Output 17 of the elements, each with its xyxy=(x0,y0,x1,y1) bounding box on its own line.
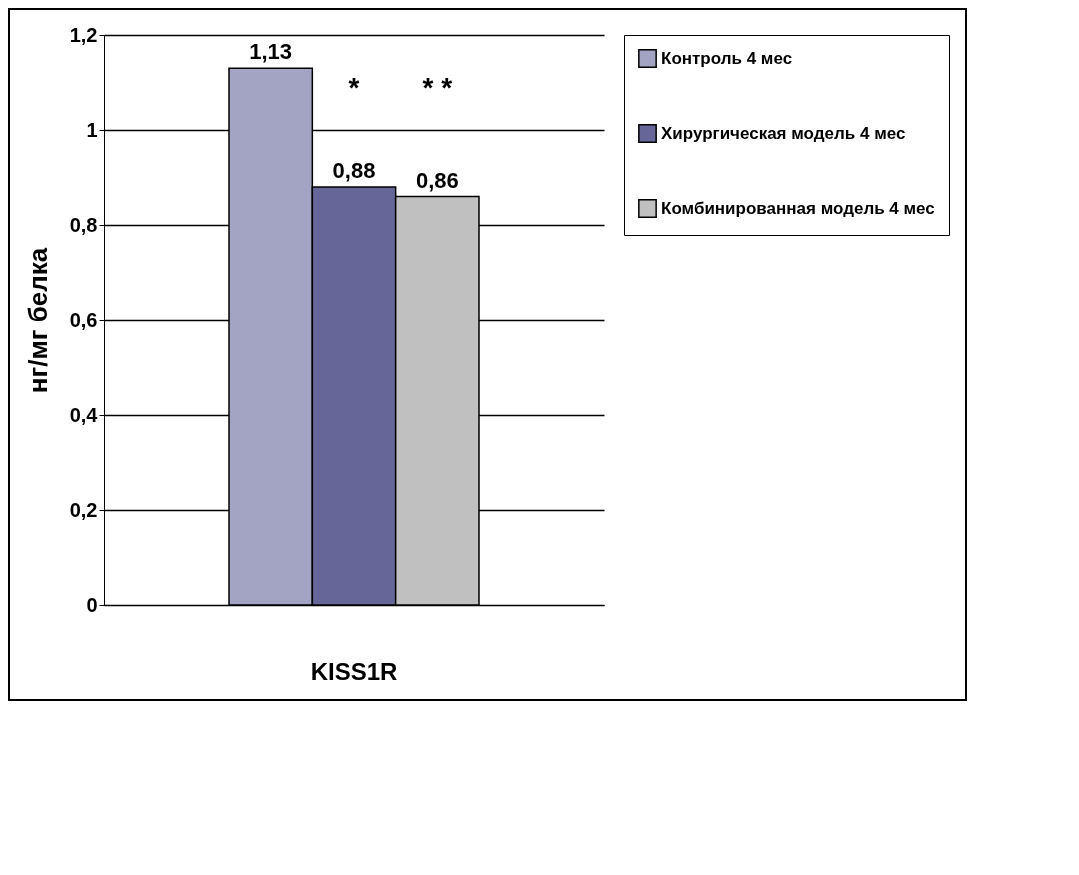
y-tick-label: 1,2 xyxy=(69,23,98,46)
x-tick-label: KISS1R xyxy=(310,657,398,685)
y-tick-label: 0,2 xyxy=(69,498,98,521)
data-label: 0,88 xyxy=(332,158,376,183)
y-tick-label: 0,4 xyxy=(69,403,99,426)
annotation: * * xyxy=(422,72,453,103)
legend-label: Хирургическая модель 4 мес xyxy=(661,123,906,143)
y-tick-label: 1 xyxy=(86,118,98,141)
data-label: 0,86 xyxy=(415,167,459,193)
y-tick-label: 0,6 xyxy=(69,308,98,331)
data-label: 1,13 xyxy=(249,39,293,65)
y-tick-label: 0 xyxy=(86,593,98,616)
legend-label: Комбинированная модель 4 мес xyxy=(661,198,935,218)
y-tick-label: 0,8 xyxy=(69,213,98,236)
annotation: * xyxy=(348,72,360,103)
legend-label: Контроль 4 мес xyxy=(661,48,793,68)
y-axis-title: нг/мг белка xyxy=(22,247,53,394)
